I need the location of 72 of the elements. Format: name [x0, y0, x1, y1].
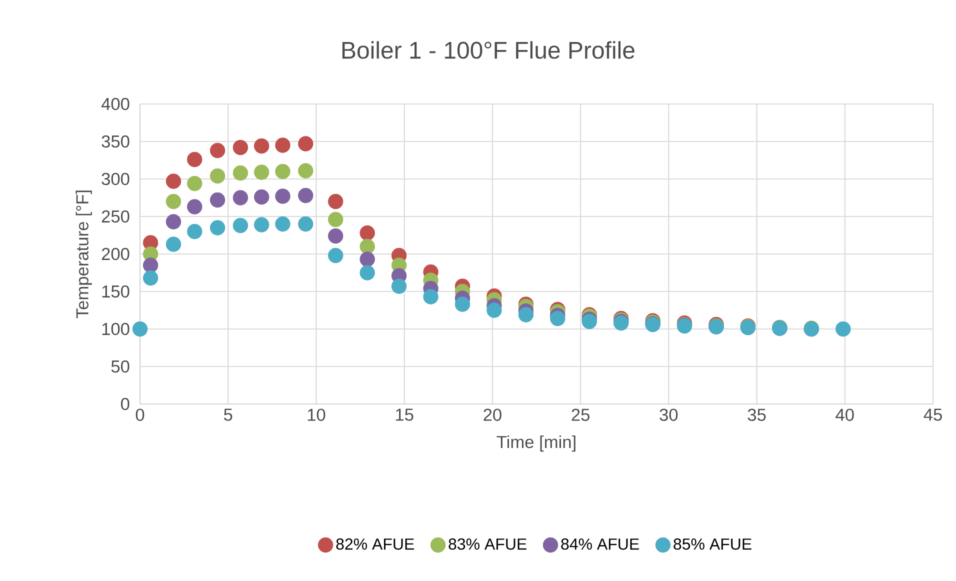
x-tick-label: 30: [660, 408, 678, 421]
point: [210, 168, 226, 184]
point: [210, 142, 226, 158]
x-tick-label: 40: [836, 408, 854, 421]
point: [132, 321, 148, 337]
point: [232, 190, 248, 206]
x-tick-label: 10: [308, 408, 326, 421]
point: [142, 270, 158, 286]
y-tick-label: 400: [101, 98, 130, 110]
point: [423, 289, 438, 304]
y-tick-label: 100: [102, 322, 130, 336]
point: [486, 302, 502, 318]
point: [210, 220, 226, 236]
chart-title: Boiler 1 - 100°F Flue Profile: [342, 41, 634, 59]
x-tick-label: 20: [484, 408, 502, 421]
x-tick-label: 25: [572, 408, 590, 421]
point: [298, 216, 314, 232]
x-tick-label: 15: [396, 408, 414, 421]
point: [187, 199, 202, 214]
y-tick-label: 300: [102, 172, 130, 186]
point: [518, 307, 534, 322]
point: [328, 212, 344, 228]
point: [254, 138, 270, 154]
point: [328, 228, 344, 244]
point: [275, 188, 290, 204]
point: [391, 278, 407, 294]
point: [328, 194, 344, 210]
y-tick-label: 250: [102, 210, 130, 223]
point: [232, 140, 248, 156]
point: [187, 176, 202, 192]
legend-label: 84% AFUE: [561, 538, 639, 550]
point: [836, 321, 851, 337]
point: [254, 217, 270, 232]
point: [187, 152, 202, 168]
point: [232, 165, 248, 181]
x-tick-label: 0: [136, 408, 144, 421]
point: [166, 214, 182, 230]
legend-label: 85% AFUE: [674, 538, 752, 550]
y-tick-label: 150: [102, 285, 130, 298]
point: [275, 216, 290, 232]
point: [360, 265, 375, 280]
point: [360, 225, 375, 241]
y-tick-label: 50: [111, 360, 130, 373]
x-axis-title: Time [min]: [496, 435, 576, 452]
x-tick-label: 5: [224, 408, 232, 421]
point: [166, 236, 182, 252]
point: [275, 138, 290, 153]
point: [254, 164, 270, 180]
point: [328, 248, 344, 264]
y-tick-label: 0: [120, 398, 130, 410]
point: [298, 163, 314, 178]
y-tick-label: 350: [102, 135, 130, 148]
point: [275, 164, 290, 180]
point: [298, 136, 314, 152]
legend-label: 82% AFUE: [336, 538, 414, 550]
point: [360, 252, 375, 267]
x-tick-label: 35: [748, 408, 766, 421]
legend-label: 83% AFUE: [448, 538, 526, 550]
point: [210, 192, 226, 208]
point: [360, 238, 375, 254]
y-axis-title: Temperature [°F]: [76, 190, 92, 318]
point: [550, 310, 566, 326]
point: [298, 188, 314, 204]
point: [142, 258, 158, 273]
point: [254, 189, 270, 205]
point: [166, 194, 182, 210]
point: [187, 224, 202, 240]
point: [166, 174, 182, 189]
point: [232, 218, 248, 234]
x-tick-label: 45: [924, 408, 942, 421]
point: [454, 296, 470, 312]
y-tick-label: 200: [102, 248, 130, 260]
